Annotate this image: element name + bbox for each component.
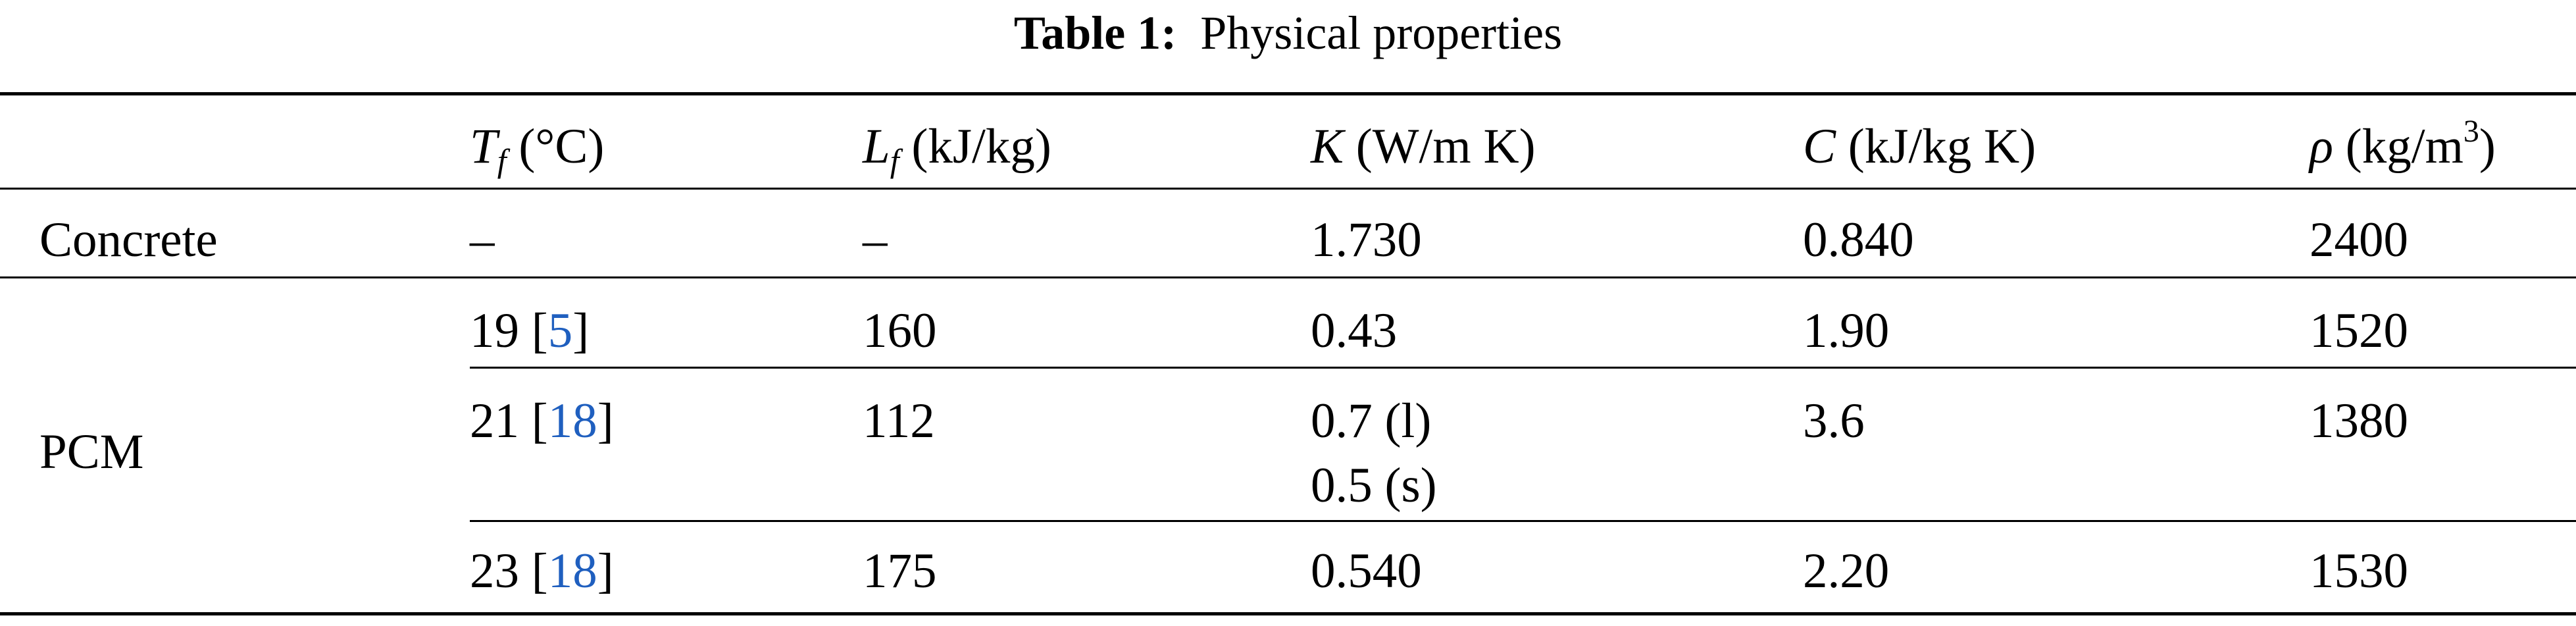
header-c: C (kJ/kg K) (1803, 119, 2036, 174)
header-k: K (W/m K) (1311, 119, 1536, 174)
cell-concrete-tf: – (470, 213, 495, 267)
cell-pcm1-lf: 160 (863, 303, 937, 358)
header-rho: ρ (kg/m3) (2310, 114, 2496, 174)
cell-concrete-k: 1.730 (1311, 213, 1422, 267)
cell-pcm2-tf: 21 [18] (470, 394, 614, 448)
pcm-row2-rule (470, 520, 2576, 522)
cell-pcm1-tf: 19 [5] (470, 303, 590, 358)
citation-link[interactable]: 18 (547, 544, 597, 598)
cell-pcm1-rho: 1520 (2310, 303, 2408, 358)
table-caption: Table 1: Physical properties (0, 0, 2576, 79)
bottom-rule (0, 612, 2576, 615)
cell-pcm2-k-solid: 0.5 (s) (1311, 458, 1437, 513)
caption-label: Table 1: (1013, 7, 1177, 59)
cell-concrete-lf: – (863, 213, 888, 267)
cell-pcm3-lf: 175 (863, 544, 937, 598)
citation-link[interactable]: 5 (547, 303, 573, 358)
concrete-rule (0, 276, 2576, 278)
cell-concrete-c: 0.840 (1803, 213, 1914, 267)
cell-pcm1-k: 0.43 (1311, 303, 1398, 358)
pcm-row1-rule (470, 367, 2576, 369)
header-rule (0, 188, 2576, 190)
cell-concrete-rho: 2400 (2310, 213, 2408, 267)
header-tf: Tf (°C) (470, 119, 605, 179)
cell-pcm2-rho: 1380 (2310, 394, 2408, 448)
citation-link[interactable]: 18 (547, 394, 597, 448)
cell-pcm2-lf: 112 (863, 394, 935, 448)
row-label-concrete: Concrete (39, 213, 218, 267)
cell-pcm2-k-liquid: 0.7 (l) (1311, 394, 1432, 448)
cell-pcm3-tf: 23 [18] (470, 544, 614, 598)
cell-pcm3-c: 2.20 (1803, 544, 1890, 598)
row-label-pcm: PCM (39, 425, 144, 479)
cell-pcm1-c: 1.90 (1803, 303, 1890, 358)
header-lf: Lf (kJ/kg) (863, 119, 1051, 179)
cell-pcm3-rho: 1530 (2310, 544, 2408, 598)
cell-pcm2-c: 3.6 (1803, 394, 1865, 448)
cell-pcm3-k: 0.540 (1311, 544, 1422, 598)
top-rule (0, 92, 2576, 95)
caption-title: Physical properties (1200, 7, 1563, 59)
